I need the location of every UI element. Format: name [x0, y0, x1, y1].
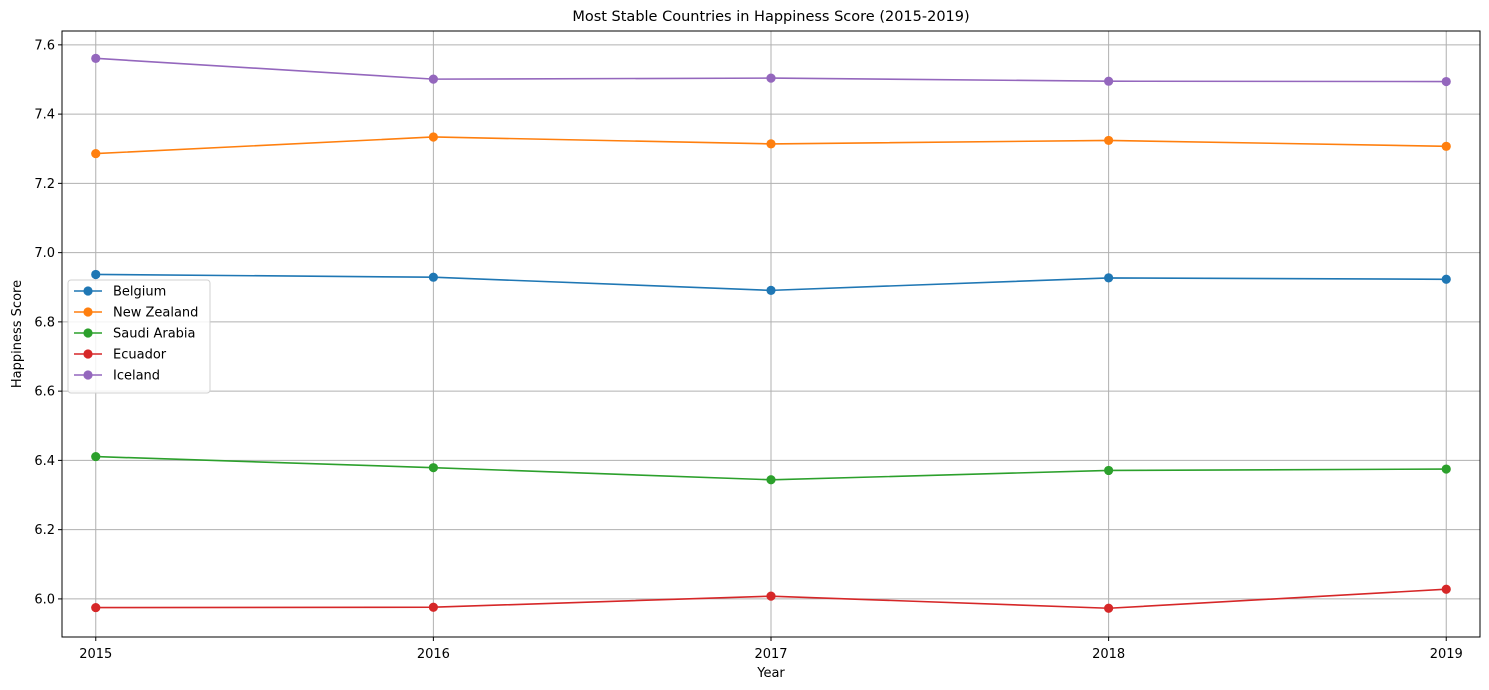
- data-point-belgium: [91, 269, 101, 280]
- data-point-iceland: [428, 74, 438, 84]
- legend-marker: [83, 370, 93, 380]
- y-tick-label: 7.4: [34, 108, 55, 123]
- y-tick-label: 6.8: [34, 315, 55, 330]
- x-tick-label: 2019: [1430, 647, 1463, 662]
- series-belgium: [91, 269, 1451, 295]
- data-point-belgium: [1441, 274, 1451, 284]
- series-saudi-arabia: [91, 451, 1451, 485]
- y-tick-label: 6.2: [34, 523, 55, 538]
- legend-item-new-zealand: New Zealand: [74, 306, 198, 321]
- data-point-belgium: [428, 272, 438, 282]
- grid: [62, 31, 1480, 637]
- data-point-ecuador: [1104, 603, 1114, 613]
- y-tick-label: 6.4: [34, 454, 55, 469]
- data-point-ecuador: [428, 602, 438, 612]
- data-point-saudi-arabia: [91, 451, 101, 462]
- x-tick-label: 2017: [754, 647, 787, 662]
- series-new-zealand: [91, 132, 1451, 159]
- data-point-ecuador: [766, 591, 776, 601]
- legend-label: Ecuador: [113, 348, 167, 363]
- legend-label: New Zealand: [113, 306, 198, 321]
- data-point-saudi-arabia: [1441, 464, 1451, 474]
- legend-label: Saudi Arabia: [113, 327, 196, 342]
- legend-box: [67, 279, 211, 394]
- data-point-new-zealand: [91, 148, 101, 159]
- y-tick-label: 7.6: [34, 38, 55, 53]
- data-point-new-zealand: [766, 139, 776, 149]
- legend-item-ecuador: Ecuador: [74, 348, 167, 363]
- data-point-new-zealand: [1104, 135, 1114, 146]
- data-point-iceland: [91, 53, 101, 63]
- legend-label: Iceland: [113, 369, 160, 384]
- legend-marker: [83, 286, 93, 296]
- y-tick-label: 7.2: [34, 177, 55, 192]
- series-iceland: [91, 53, 1451, 87]
- legend-marker: [83, 328, 93, 338]
- y-axis-label: Happiness Score: [10, 280, 25, 388]
- data-point-belgium: [766, 285, 776, 295]
- data-point-saudi-arabia: [766, 475, 776, 485]
- x-tick-label: 2018: [1092, 647, 1125, 662]
- data-point-ecuador: [1441, 584, 1451, 594]
- data-point-new-zealand: [1441, 141, 1451, 151]
- legend-item-belgium: Belgium: [74, 285, 166, 300]
- x-tick-label: 2016: [417, 647, 450, 662]
- legend-label: Belgium: [113, 285, 166, 300]
- legend-item-iceland: Iceland: [74, 369, 160, 384]
- data-point-saudi-arabia: [428, 463, 438, 473]
- data-point-iceland: [1104, 76, 1114, 86]
- data-point-ecuador: [91, 602, 101, 613]
- series-layer: [91, 53, 1451, 613]
- data-point-iceland: [766, 73, 776, 83]
- y-tick-label: 7.0: [34, 246, 55, 261]
- y-tick-label: 6.0: [34, 592, 55, 607]
- legend-marker: [83, 307, 93, 317]
- legend-item-saudi-arabia: Saudi Arabia: [74, 327, 196, 342]
- legend-marker: [83, 349, 93, 359]
- data-point-belgium: [1104, 273, 1114, 283]
- axis-ticks: 2015 2016 2017 2018 2019 6.0 6.2 6.4 6.6 6.8 7.0 7.…: [34, 38, 1462, 662]
- data-point-iceland: [1441, 76, 1451, 87]
- data-point-saudi-arabia: [1104, 465, 1114, 476]
- series-ecuador: [91, 584, 1451, 613]
- chart-title: Most Stable Countries in Happiness Score…: [572, 9, 969, 25]
- x-tick-label: 2015: [79, 647, 112, 662]
- data-point-new-zealand: [428, 132, 438, 142]
- y-tick-label: 6.6: [34, 385, 55, 400]
- x-axis-label: Year: [756, 666, 785, 681]
- legend: Belgium New Zealand Saudi Arabia Ecuador Ice…: [67, 279, 211, 394]
